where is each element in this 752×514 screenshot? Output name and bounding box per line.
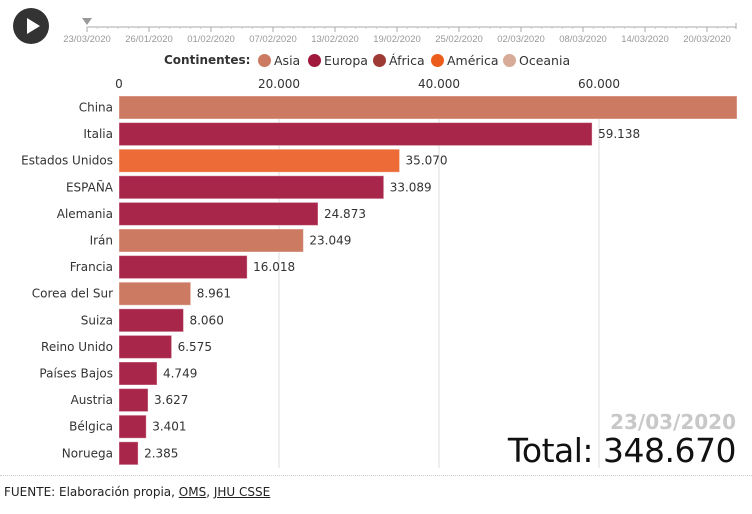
category-label: Países Bajos: [39, 367, 113, 381]
category-label: Corea del Sur: [32, 287, 113, 301]
legend-dot: [503, 54, 516, 67]
bar-irán[interactable]: [118, 228, 304, 253]
timeline-tick-label: 14/03/2020: [621, 34, 669, 45]
category-label: Reino Unido: [41, 340, 113, 354]
category-label: Alemania: [57, 207, 113, 221]
category-label: Noruega: [62, 446, 113, 460]
category-label: Francia: [70, 260, 113, 274]
category-label: China: [79, 101, 113, 115]
bar-reino-unido[interactable]: [118, 334, 173, 359]
legend-item-oceania[interactable]: Oceania: [503, 53, 570, 68]
timeline-tick-label: 26/01/2020: [125, 34, 173, 45]
category-label: Suiza: [81, 313, 113, 327]
value-label: 33.089: [390, 180, 432, 194]
value-label: 6.575: [178, 340, 212, 354]
timeline-tick-label: 08/03/2020: [559, 34, 607, 45]
timeline-tick-label: 02/03/2020: [497, 34, 545, 45]
bar-china[interactable]: [118, 95, 738, 120]
total-label: Total: 348.670: [507, 431, 737, 470]
bar-españa[interactable]: [118, 175, 385, 200]
x-tick-label: 40.000: [418, 77, 460, 91]
value-label: 59.138: [598, 127, 640, 141]
value-label: 8.961: [197, 287, 231, 301]
category-label: Estados Unidos: [21, 154, 113, 168]
x-tick-label: 0: [115, 77, 123, 91]
bar-austria[interactable]: [118, 388, 149, 413]
bar-estados-unidos[interactable]: [118, 148, 401, 173]
legend: Continentes: Asia Europa África América …: [0, 52, 752, 70]
play-button[interactable]: [13, 8, 49, 44]
timeline-tick-label: 23/03/2020: [63, 34, 111, 45]
bar-francia[interactable]: [118, 255, 248, 280]
category-label: ESPAÑA: [66, 179, 114, 194]
value-label: 16.018: [253, 260, 295, 274]
source-link-jhu[interactable]: JHU CSSE: [213, 485, 271, 499]
timeline-tick-label: 19/02/2020: [373, 34, 421, 45]
bar-países-bajos[interactable]: [118, 361, 158, 386]
legend-item-europa[interactable]: Europa: [308, 53, 368, 68]
timeline-tick-label: 20/03/2020: [683, 34, 731, 45]
value-label: 3.627: [154, 393, 188, 407]
legend-dot: [373, 54, 386, 67]
bar-bélgica[interactable]: [118, 414, 147, 439]
category-label: Bélgica: [69, 420, 113, 434]
value-label: 35.070: [406, 154, 448, 168]
bar-corea-del-sur[interactable]: [118, 281, 192, 306]
value-label: 2.385: [144, 446, 178, 460]
timeline-tick-label: 13/02/2020: [311, 34, 359, 45]
value-label: 8.060: [189, 313, 223, 327]
timeline-slider[interactable]: 23/03/2020 26/01/2020 01/02/2020 07/02/2020…: [0, 0, 752, 46]
legend-title: Continentes:: [164, 53, 251, 67]
x-tick-label: 20.000: [258, 77, 300, 91]
legend-item-asia[interactable]: Asia: [258, 53, 300, 68]
legend-dot: [258, 54, 271, 67]
category-label: Irán: [90, 234, 113, 248]
bar-noruega[interactable]: [118, 441, 139, 466]
source-note: FUENTE: Elaboración propia, OMS, JHU CSS…: [4, 485, 271, 499]
legend-item-africa[interactable]: África: [373, 53, 425, 68]
value-label: 24.873: [324, 207, 366, 221]
play-icon: [27, 18, 40, 34]
divider: [0, 475, 752, 476]
value-label: 23.049: [309, 234, 351, 248]
value-label: 3.401: [152, 420, 186, 434]
source-link-oms[interactable]: OMS: [178, 485, 207, 499]
category-label: Austria: [71, 393, 113, 407]
current-date-label: 23/03/2020: [610, 410, 736, 434]
value-label: 4.749: [163, 367, 197, 381]
bar-chart: 0 20.000 40.000 60.000 China Italia 59.138 Esta…: [21, 77, 738, 468]
legend-item-america[interactable]: América: [431, 53, 499, 68]
legend-dot: [431, 54, 444, 67]
x-tick-label: 60.000: [578, 77, 620, 91]
bar-suiza[interactable]: [118, 308, 184, 333]
bar-italia[interactable]: [118, 122, 593, 147]
legend-dot: [308, 54, 321, 67]
bar-alemania[interactable]: [118, 201, 319, 226]
timeline-handle[interactable]: [82, 18, 92, 25]
timeline-tick-label: 01/02/2020: [187, 34, 235, 45]
category-label: Italia: [83, 127, 113, 141]
timeline-tick-label: 07/02/2020: [249, 34, 297, 45]
timeline-tick-label: 25/02/2020: [435, 34, 483, 45]
